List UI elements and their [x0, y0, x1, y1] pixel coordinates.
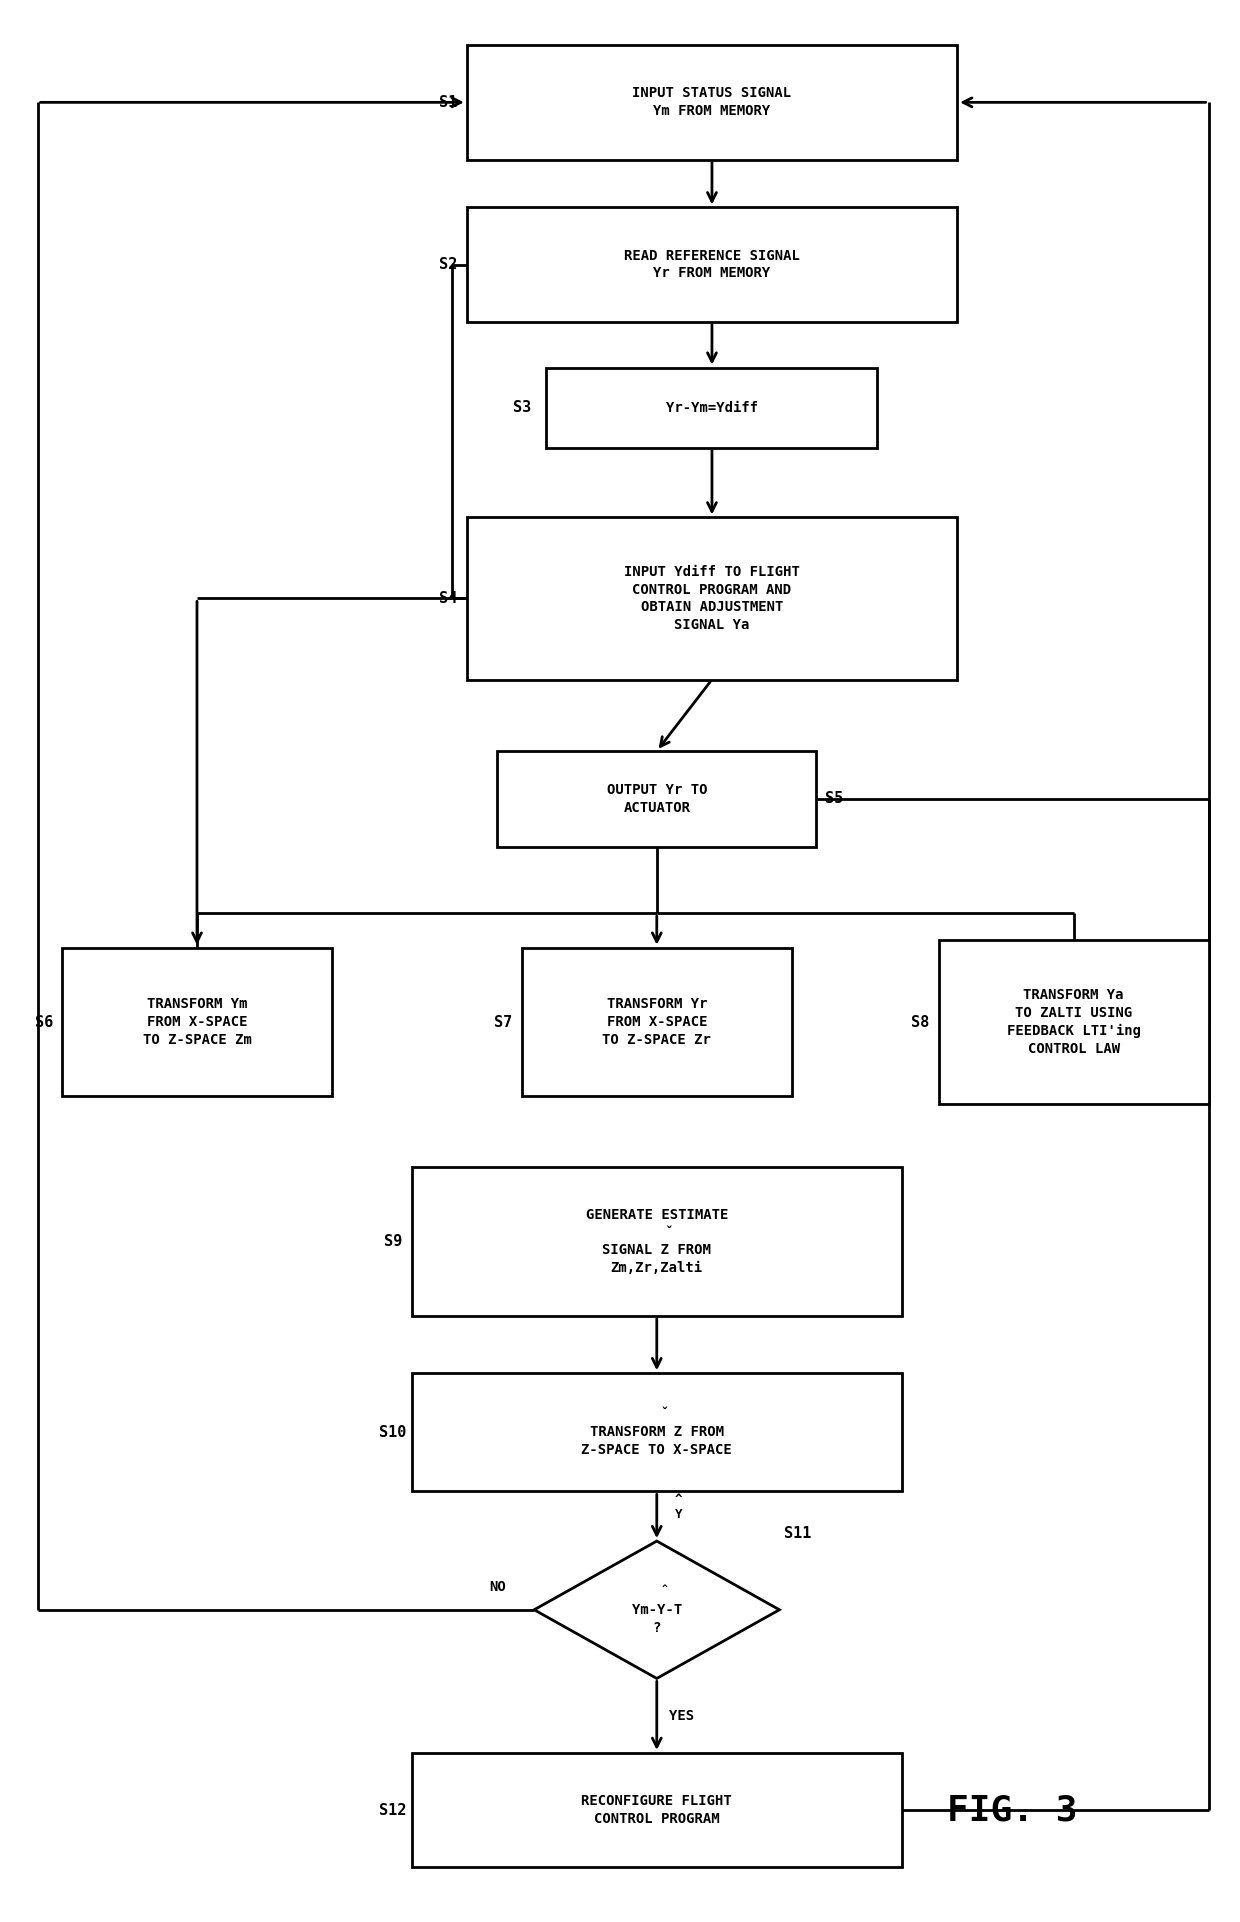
- Text: S8: S8: [911, 1015, 930, 1030]
- Text: S1: S1: [439, 94, 458, 110]
- FancyBboxPatch shape: [466, 44, 957, 160]
- Text: S11: S11: [784, 1526, 811, 1541]
- Text: S3: S3: [513, 400, 531, 415]
- Text: ^
Y: ^ Y: [675, 1493, 682, 1520]
- Polygon shape: [534, 1541, 780, 1678]
- FancyBboxPatch shape: [466, 517, 957, 680]
- Text: S12: S12: [379, 1803, 407, 1818]
- FancyBboxPatch shape: [466, 208, 957, 321]
- Text: TRANSFORM Yr
FROM X-SPACE
TO Z-SPACE Zr: TRANSFORM Yr FROM X-SPACE TO Z-SPACE Zr: [603, 998, 712, 1047]
- Text: GENERATE ESTIMATE
   ˇ
SIGNAL Z FROM
Zm,Zr,Zalti: GENERATE ESTIMATE ˇ SIGNAL Z FROM Zm,Zr,…: [585, 1207, 728, 1276]
- Text: RECONFIGURE FLIGHT
CONTROL PROGRAM: RECONFIGURE FLIGHT CONTROL PROGRAM: [582, 1793, 732, 1826]
- FancyBboxPatch shape: [412, 1372, 901, 1491]
- Text: OUTPUT Yr TO
ACTUATOR: OUTPUT Yr TO ACTUATOR: [606, 782, 707, 815]
- Text: S6: S6: [35, 1015, 53, 1030]
- Text: S10: S10: [379, 1424, 407, 1440]
- Text: INPUT STATUS SIGNAL
Ym FROM MEMORY: INPUT STATUS SIGNAL Ym FROM MEMORY: [632, 86, 791, 119]
- Text: Yr-Ym=Ydiff: Yr-Ym=Ydiff: [666, 400, 758, 415]
- FancyBboxPatch shape: [547, 367, 878, 448]
- Text: FIG. 3: FIG. 3: [947, 1793, 1078, 1828]
- Text: ˆ
Ym-Y-T
?: ˆ Ym-Y-T ?: [631, 1586, 682, 1634]
- Text: ˇ
TRANSFORM Z FROM
Z-SPACE TO X-SPACE: ˇ TRANSFORM Z FROM Z-SPACE TO X-SPACE: [582, 1407, 732, 1457]
- FancyBboxPatch shape: [62, 948, 332, 1096]
- FancyBboxPatch shape: [939, 940, 1209, 1103]
- Text: S9: S9: [384, 1234, 402, 1249]
- FancyBboxPatch shape: [412, 1753, 901, 1868]
- Text: INPUT Ydiff TO FLIGHT
CONTROL PROGRAM AND
OBTAIN ADJUSTMENT
SIGNAL Ya: INPUT Ydiff TO FLIGHT CONTROL PROGRAM AN…: [624, 565, 800, 632]
- Text: S7: S7: [495, 1015, 512, 1030]
- Text: S5: S5: [826, 792, 843, 807]
- Text: YES: YES: [668, 1709, 694, 1722]
- Text: S2: S2: [439, 258, 458, 273]
- Text: READ REFERENCE SIGNAL
Yr FROM MEMORY: READ REFERENCE SIGNAL Yr FROM MEMORY: [624, 248, 800, 281]
- Text: TRANSFORM Ya
TO ZALTI USING
FEEDBACK LTI'ing
CONTROL LAW: TRANSFORM Ya TO ZALTI USING FEEDBACK LTI…: [1007, 988, 1141, 1055]
- Text: NO: NO: [489, 1580, 506, 1593]
- FancyBboxPatch shape: [412, 1167, 901, 1317]
- Text: TRANSFORM Ym
FROM X-SPACE
TO Z-SPACE Zm: TRANSFORM Ym FROM X-SPACE TO Z-SPACE Zm: [143, 998, 252, 1047]
- Text: S4: S4: [439, 590, 458, 605]
- FancyBboxPatch shape: [497, 752, 816, 846]
- FancyBboxPatch shape: [522, 948, 791, 1096]
